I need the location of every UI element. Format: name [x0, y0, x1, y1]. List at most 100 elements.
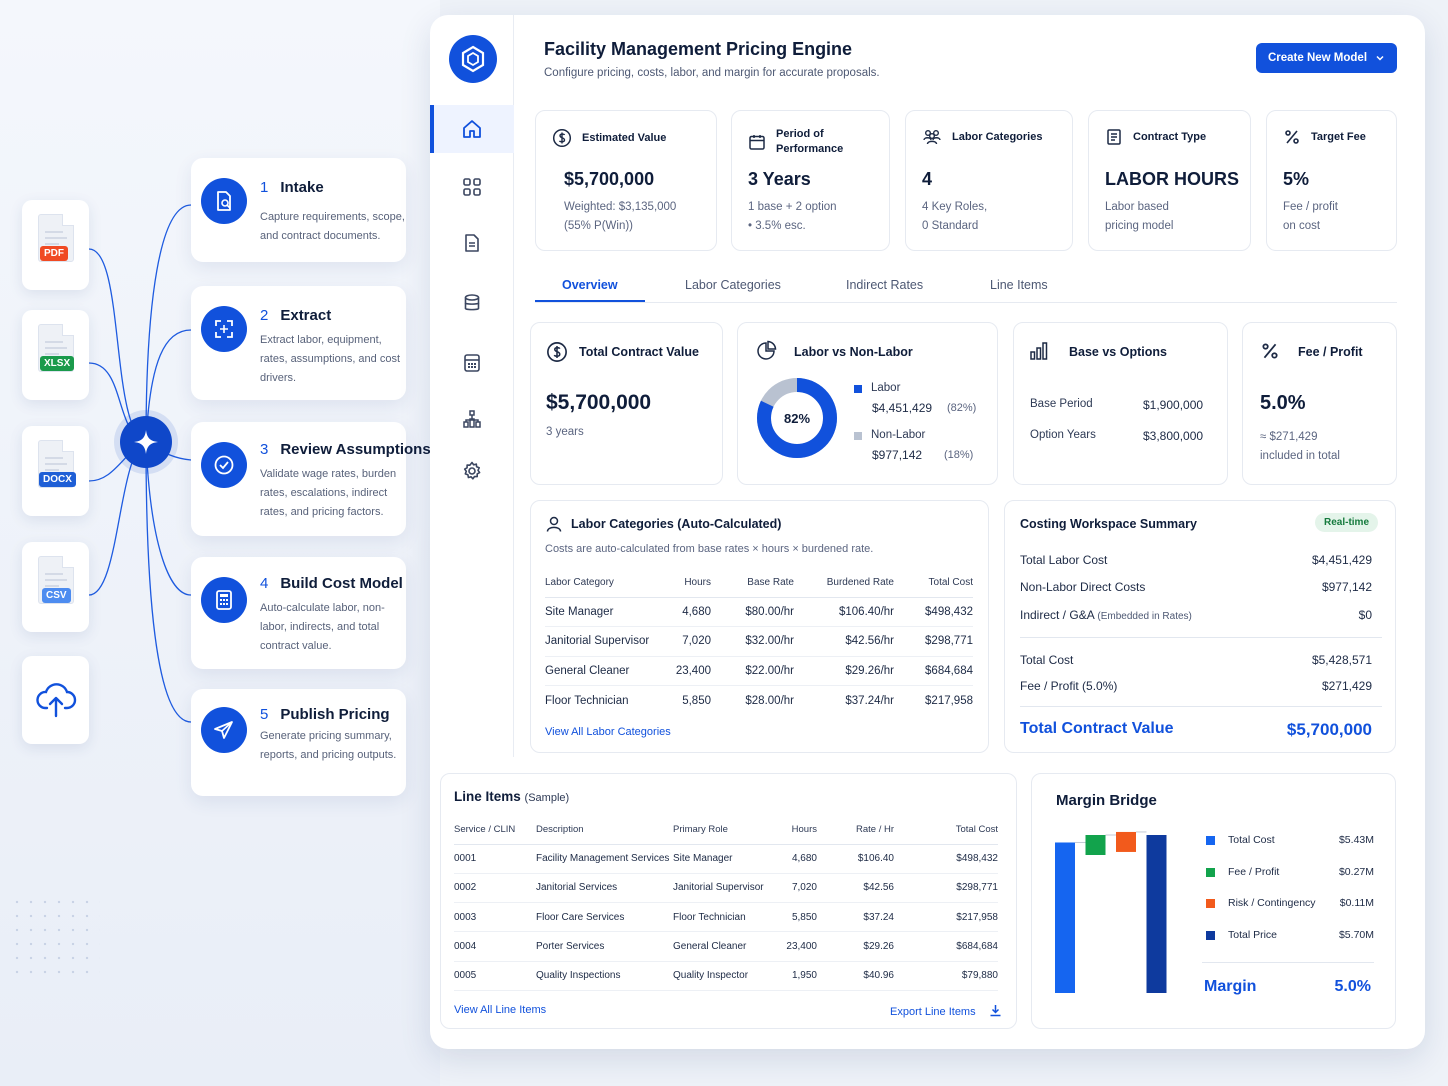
- app-logo[interactable]: [449, 35, 497, 83]
- legend-swatch: [1206, 899, 1215, 908]
- ai-hub: [120, 416, 172, 468]
- view-all-labor-categories-link[interactable]: View All Labor Categories: [545, 726, 671, 738]
- option-years-value: $3,800,000: [1143, 429, 1204, 443]
- step-review-assumptions[interactable]: 3 Review Assumptions Validate wage rates,…: [191, 422, 431, 536]
- file-csv[interactable]: CSV: [22, 542, 89, 632]
- kpi-value: $5,700,000: [564, 169, 655, 189]
- column-header: Labor Category: [545, 569, 675, 598]
- legend-value: $5.70M: [1338, 928, 1374, 941]
- file-pdf[interactable]: PDF: [22, 200, 89, 290]
- table-row[interactable]: 0005 Quality Inspections Quality Inspector…: [454, 961, 998, 991]
- table-row[interactable]: 0002 Janitorial Services Janitorial Superv…: [454, 873, 998, 904]
- kpi-labor-categories[interactable]: Labor Categories 4 4 Key Roles, 0 Standar…: [905, 110, 1073, 251]
- summary-row: Fee / Profit (5.0%) $271,429: [1020, 679, 1372, 693]
- legend-swatch: [1206, 930, 1215, 940]
- card-line-items: Line Items (Sample) Service / CLIN Descr…: [440, 773, 1017, 1029]
- kpi-header: Labor Categories: [922, 128, 1042, 146]
- step-title: 1 Intake: [260, 179, 324, 196]
- column-header: Service / CLIN: [454, 816, 536, 845]
- tab-indirect-rates[interactable]: Indirect Rates: [846, 278, 924, 292]
- check-circle-icon: [201, 442, 247, 488]
- table-row[interactable]: 0003 Floor Care Services Floor Technician 5…: [454, 902, 998, 933]
- summary-row: Non-Labor Direct Costs $977,142: [1020, 580, 1372, 594]
- tab-line-items[interactable]: Line Items: [990, 278, 1048, 292]
- table-row[interactable]: General Cleaner 23,400 $22.00/hr $29.26/hr $…: [545, 656, 973, 686]
- legend-swatch: [1206, 867, 1215, 877]
- create-new-model-button[interactable]: Create New Model: [1256, 43, 1397, 73]
- card-title: Labor vs Non-Labor: [794, 345, 913, 359]
- kpi-header: Contract Type: [1105, 128, 1206, 146]
- kpi-header: Estimated Value: [552, 128, 666, 148]
- nav-settings[interactable]: [430, 447, 514, 495]
- kpi-value: 5%: [1283, 169, 1310, 189]
- file-docx[interactable]: DOCX: [22, 426, 89, 516]
- legend-item: Total Price $5.70M: [1202, 928, 1374, 944]
- grid-icon: [463, 178, 481, 196]
- base-period-value: $1,900,000: [1143, 398, 1204, 412]
- card-title: Labor Categories (Auto-Calculated): [571, 517, 782, 531]
- margin-value: 5.0%: [1334, 978, 1371, 995]
- card-title: Base vs Options: [1069, 345, 1167, 359]
- card-title: Line Items (Sample): [454, 789, 570, 804]
- tab-labor-categories[interactable]: Labor Categories: [685, 278, 781, 292]
- column-header: Hours: [675, 569, 711, 598]
- table-row[interactable]: Floor Technician 5,850 $28.00/hr $37.24/hr $…: [545, 694, 973, 707]
- step-title: 4 Build Cost Model: [260, 575, 403, 592]
- nav-organization[interactable]: [430, 395, 514, 443]
- tab-bar: Overview Labor Categories Indirect Rates…: [535, 270, 1397, 303]
- table-row[interactable]: Site Manager 4,680 $80.00/hr $106.40/hr $498…: [545, 597, 973, 627]
- user-icon: [546, 516, 562, 532]
- kpi-sub: Labor based pricing model: [1105, 201, 1174, 232]
- table-row[interactable]: 0001 Facility Management Services Site Man…: [454, 844, 998, 874]
- card-fee-profit: Fee / Profit 5.0% ≈ $271,429 included in …: [1242, 322, 1397, 485]
- step-build-cost-model[interactable]: 4 Build Cost Model Auto-calculate labor, …: [191, 557, 406, 669]
- kpi-label: Labor Categories: [952, 130, 1043, 143]
- legend-value: $0.27M: [1338, 865, 1374, 878]
- divider: [1202, 962, 1374, 963]
- view-all-line-items-link[interactable]: View All Line Items: [454, 1004, 547, 1016]
- table-row[interactable]: Janitorial Supervisor 7,020 $32.00/hr $42.5…: [545, 626, 973, 657]
- document-icon: [465, 234, 479, 252]
- tcv-value: $5,700,000: [546, 391, 652, 414]
- non-labor-legend-label: Non-Labor: [871, 429, 926, 441]
- divider: [1020, 637, 1382, 638]
- kpi-period-of-performance[interactable]: Period of Performance 3 Years 1 base + 2 …: [731, 110, 890, 251]
- donut-labor-segment: [757, 378, 837, 458]
- step-description: Auto-calculate labor, non-labor, indirec…: [260, 602, 385, 652]
- nav-dashboard[interactable]: [430, 163, 514, 211]
- users-icon: [923, 130, 941, 145]
- kpi-target-fee[interactable]: Target Fee 5% Fee / profit on cost: [1266, 110, 1397, 251]
- step-publish-pricing[interactable]: 5 Publish Pricing Generate pricing summar…: [191, 689, 406, 796]
- export-line-items-link[interactable]: Export Line Items: [890, 1004, 1002, 1018]
- bridge-bar-total-price: [1146, 835, 1167, 993]
- upload-button[interactable]: [22, 656, 89, 744]
- kpi-sub: 4 Key Roles, 0 Standard: [922, 201, 988, 232]
- nav-documents[interactable]: [430, 219, 514, 267]
- file-xlsx[interactable]: XLSX: [22, 310, 89, 400]
- kpi-sub: 1 base + 2 option • 3.5% esc.: [748, 201, 837, 232]
- margin-label: Margin: [1204, 978, 1257, 995]
- legend-swatch: [1206, 836, 1215, 845]
- kpi-value: LABOR HOURS: [1105, 169, 1239, 189]
- step-extract[interactable]: 2 Extract Extract labor, equipment, rates…: [191, 286, 406, 400]
- nav-calculator[interactable]: [430, 339, 514, 387]
- column-header: Base Rate: [711, 569, 794, 598]
- table-row[interactable]: 0004 Porter Services General Cleaner 23,400…: [454, 931, 998, 962]
- realtime-badge: Real-time: [1315, 513, 1379, 532]
- non-labor-legend-value: $977,142: [872, 448, 923, 462]
- line-items-table: Service / CLIN Description Primary Role …: [454, 816, 998, 991]
- kpi-estimated-value[interactable]: Estimated Value $5,700,000 Weighted: $3,…: [535, 110, 717, 251]
- tab-overview[interactable]: Overview: [562, 278, 618, 292]
- nav-database[interactable]: [430, 279, 514, 327]
- summary-row: Indirect / G&A (Embedded in Rates) $0: [1020, 608, 1372, 622]
- nav-home[interactable]: [430, 105, 514, 153]
- step-description: Validate wage rates, burden rates, escal…: [260, 468, 397, 518]
- legend-label: Total Price: [1228, 928, 1278, 941]
- kpi-sub: Fee / profit on cost: [1283, 201, 1338, 232]
- kpi-contract-type[interactable]: Contract Type LABOR HOURS Labor based pri…: [1088, 110, 1251, 251]
- column-header: Rate / Hr: [817, 816, 894, 845]
- contract-icon: [1107, 129, 1121, 145]
- step-intake[interactable]: 1 Intake Capture requirements, scope, and…: [191, 158, 406, 262]
- kpi-header: Period of Performance: [748, 127, 843, 157]
- hexagon-logo-icon: [461, 45, 485, 73]
